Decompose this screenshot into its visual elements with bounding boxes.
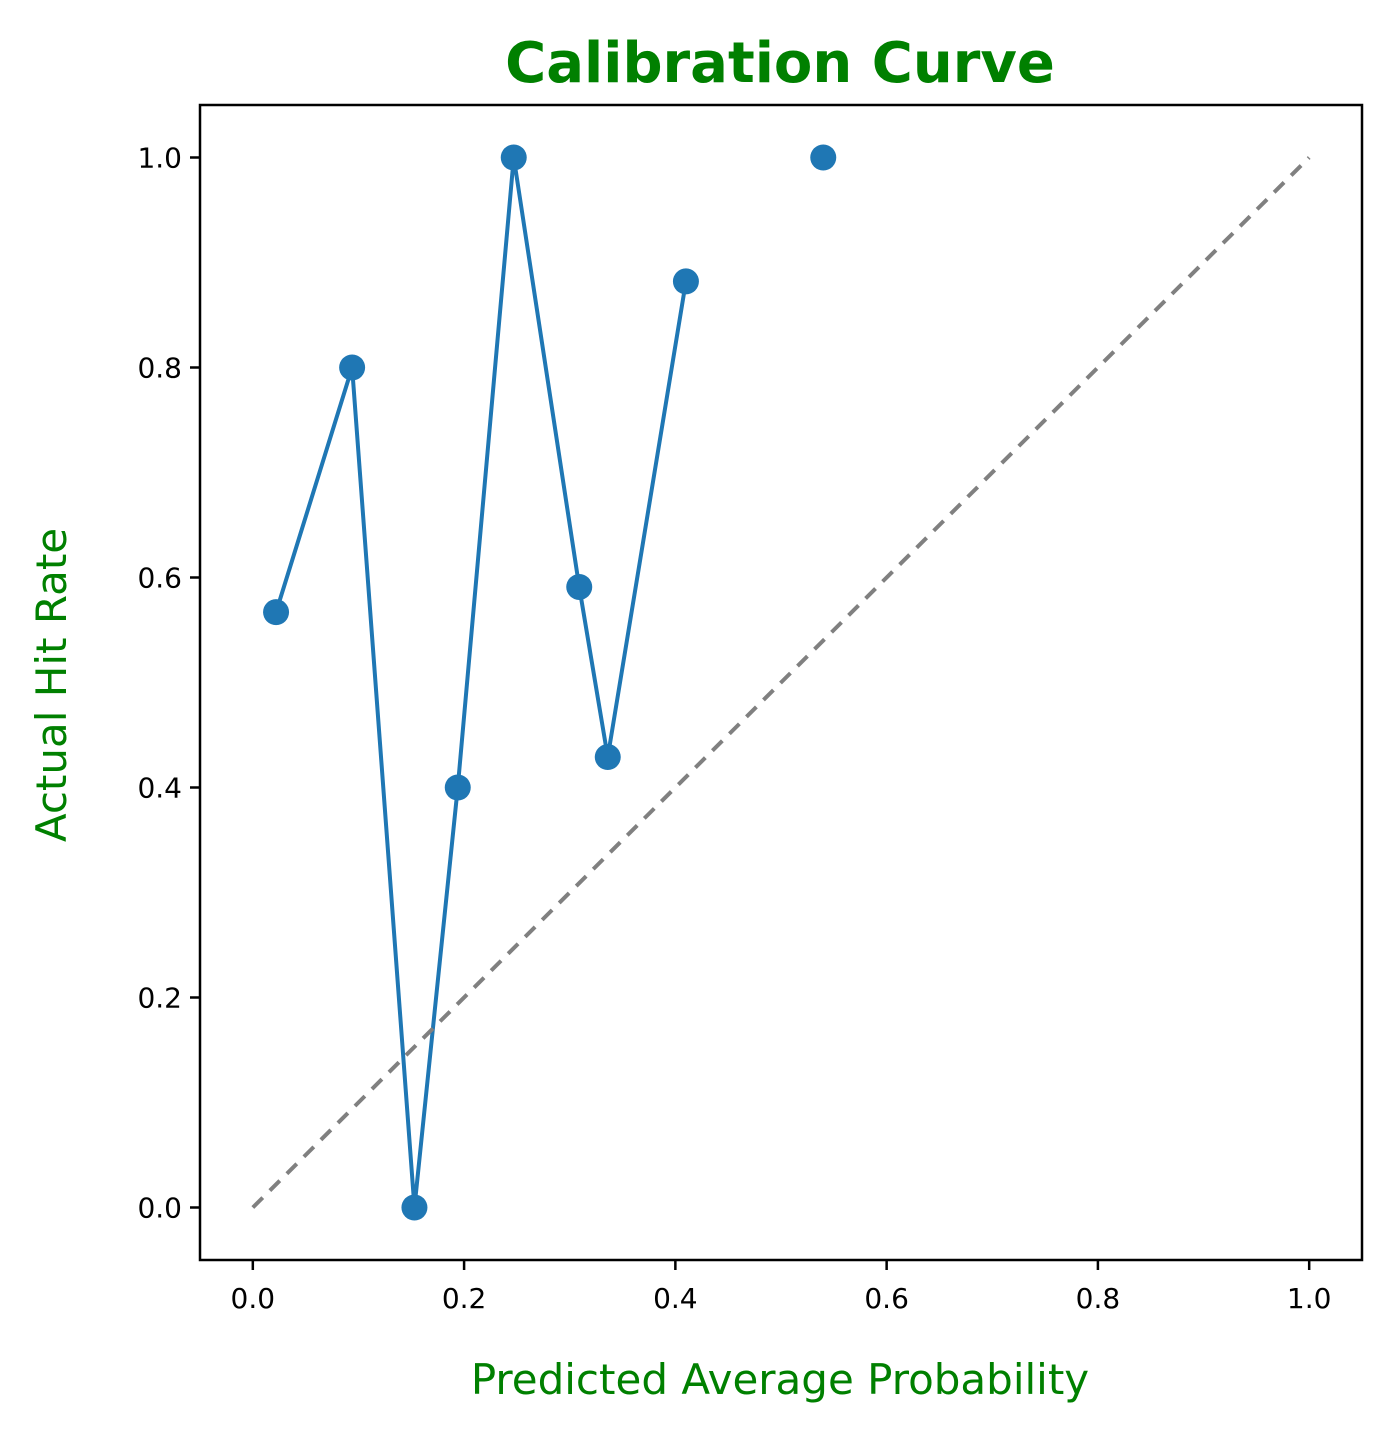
x-tick-label: 0.8	[1076, 1282, 1121, 1315]
calibration-point	[672, 268, 699, 295]
y-tick-label: 0.6	[137, 562, 182, 595]
x-tick-label: 0.2	[442, 1282, 487, 1315]
calibration-point	[500, 144, 527, 171]
x-tick-label: 0.6	[864, 1282, 909, 1315]
y-tick-label: 0.4	[137, 772, 182, 805]
calibration-point	[401, 1194, 428, 1221]
plot-frame	[198, 103, 1364, 1262]
chart-title: Calibration Curve	[505, 31, 1055, 96]
y-tick-label: 0.0	[137, 1192, 182, 1225]
reference-line	[251, 156, 1311, 1209]
calibration-point	[263, 599, 290, 626]
y-axis-label: Actual Hit Rate	[27, 528, 76, 842]
calibration-point	[594, 744, 621, 771]
plot-layer: 0.0 0.2 0.4 0.6 0.8 1.0 0.0 0.2 0.4 0.6 0.8 1.0	[137, 103, 1364, 1315]
x-tick-label: 1.0	[1287, 1282, 1332, 1315]
calibration-point	[566, 573, 593, 600]
calibration-point	[444, 774, 471, 801]
y-tick-label: 1.0	[137, 142, 182, 175]
calibration-line	[274, 155, 688, 1210]
calibration-point	[810, 144, 837, 171]
x-tick-label: 0.4	[653, 1282, 698, 1315]
x-tick-label: 0.0	[231, 1282, 276, 1315]
calibration-point	[339, 354, 366, 381]
y-tick-label: 0.2	[137, 982, 182, 1015]
y-tick-label: 0.8	[137, 352, 182, 385]
x-axis-label: Predicted Average Probability	[471, 1355, 1089, 1404]
